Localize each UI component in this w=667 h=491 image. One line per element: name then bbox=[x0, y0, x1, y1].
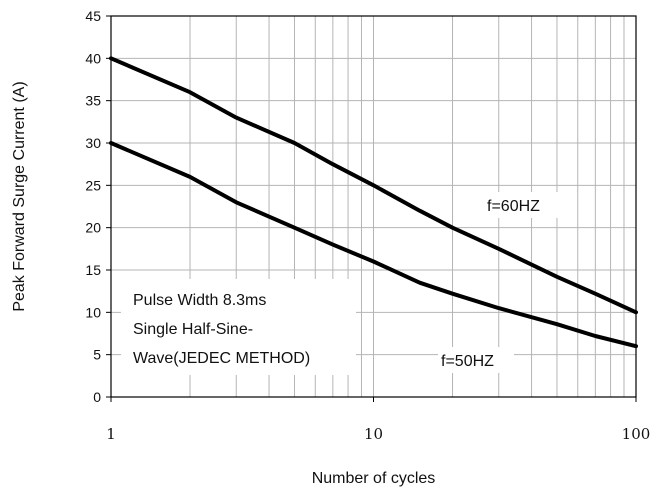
annotation-line-1: Pulse Width 8.3ms bbox=[133, 292, 266, 309]
x-axis-label: Number of cycles bbox=[312, 470, 436, 487]
y-tick-label: 35 bbox=[85, 93, 101, 109]
series-label-bg-50hz bbox=[438, 347, 514, 373]
x-tick-label: 100 bbox=[622, 425, 651, 443]
series-label-50hz: f=50HZ bbox=[441, 353, 494, 370]
y-tick-label: 30 bbox=[85, 135, 101, 151]
series-label-60hz: f=60HZ bbox=[487, 198, 540, 215]
annotation-line-2: Single Half-Sine- bbox=[133, 321, 253, 338]
y-tick-label: 10 bbox=[85, 304, 101, 320]
annotation-line-3: Wave(JEDEC METHOD) bbox=[133, 350, 310, 367]
annotation-box bbox=[121, 279, 356, 375]
series-line-50hz bbox=[109, 141, 638, 349]
y-tick-labels: 0 5 10 15 20 25 30 35 40 45 bbox=[85, 8, 101, 405]
series-line-60hz bbox=[109, 56, 638, 315]
y-tick-label: 5 bbox=[93, 347, 101, 363]
plot-frame bbox=[110, 15, 637, 398]
y-tick-label: 40 bbox=[85, 50, 101, 66]
y-tick-label: 45 bbox=[85, 8, 101, 24]
y-tick-label: 0 bbox=[93, 389, 101, 405]
y-tick-label: 20 bbox=[85, 220, 101, 236]
series-label-bg-60hz bbox=[484, 192, 558, 218]
x-tick-label: 1 bbox=[106, 425, 116, 443]
series-lines bbox=[109, 56, 638, 349]
x-tick-labels: 1 10 100 bbox=[106, 425, 650, 443]
y-tick-label: 15 bbox=[85, 262, 101, 278]
x-tick-label: 10 bbox=[364, 425, 383, 443]
y-tick-label: 25 bbox=[85, 177, 101, 193]
y-axis-label: Peak Forward Surge Current (A) bbox=[11, 81, 28, 311]
